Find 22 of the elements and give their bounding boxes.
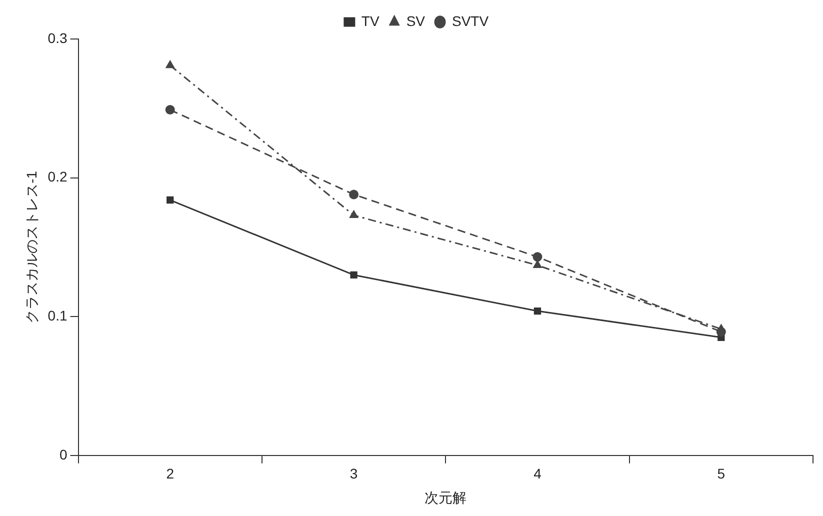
legend-label: SVTV (452, 12, 490, 29)
x-tick-label: 5 (717, 466, 726, 482)
point (350, 271, 358, 279)
legend-label: TV (361, 12, 380, 29)
x-axis-title: 次元解 (424, 489, 467, 506)
y-axis-title: クラスカルのストレス-1 (23, 170, 40, 324)
x-tick-label: 2 (166, 466, 174, 482)
point (349, 190, 359, 200)
point (716, 327, 726, 337)
point (534, 307, 542, 315)
x-tick-label: 3 (350, 466, 358, 482)
point (532, 252, 542, 262)
y-tick-label: 0.1 (48, 307, 68, 324)
point (350, 210, 358, 218)
y-tick-label: 0 (59, 446, 68, 462)
x-tick-label: 4 (534, 466, 542, 482)
y-tick-label: 0.2 (48, 168, 68, 185)
point (166, 196, 174, 204)
legend-label: SV (406, 12, 426, 29)
point (165, 105, 175, 115)
y-tick-label: 0.3 (48, 30, 68, 46)
point (166, 60, 174, 68)
